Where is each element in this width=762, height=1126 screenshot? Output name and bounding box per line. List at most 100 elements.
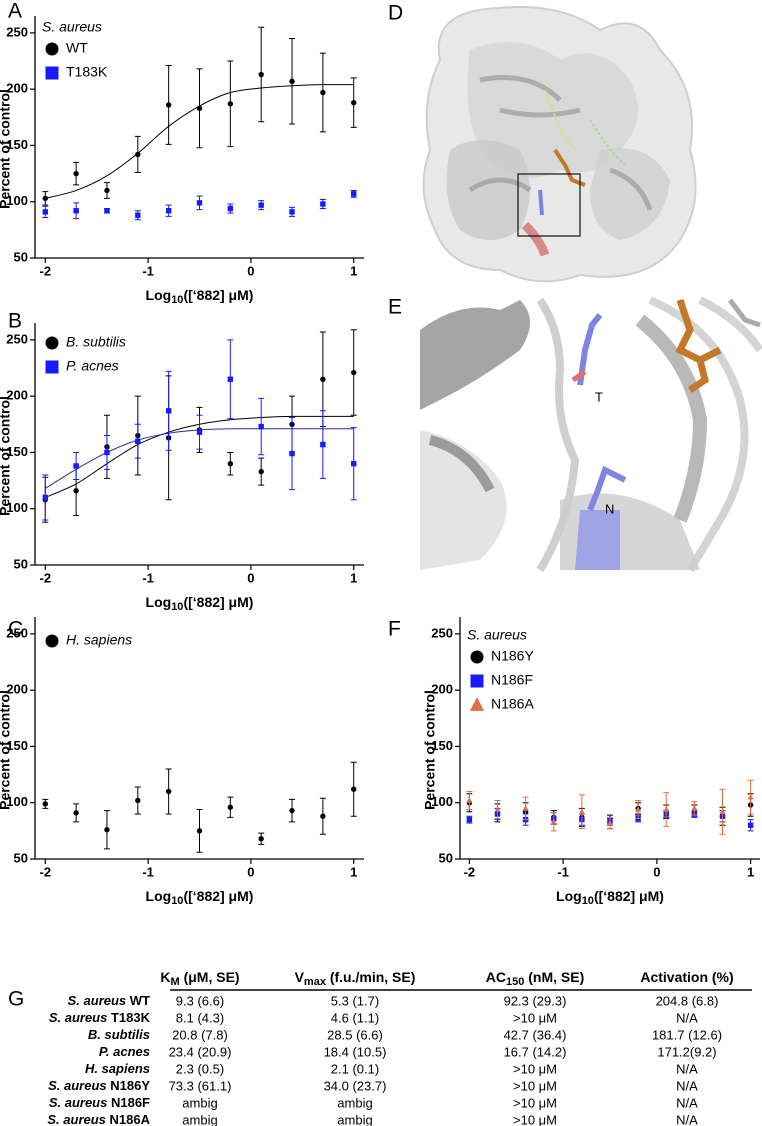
table-cell: N/A: [676, 1061, 698, 1076]
table-header-part: K: [160, 969, 170, 985]
panel-label: C: [8, 618, 23, 641]
legend-marker: [45, 66, 59, 80]
data-point: [196, 105, 203, 111]
x-axis-label: Log10([‘882] μM): [146, 594, 254, 613]
table-header-part: 150: [506, 976, 524, 988]
data-point: [747, 793, 754, 800]
data-point: [522, 805, 529, 811]
table-header-part: (nM, SE): [524, 969, 584, 985]
table-header-part: (f.u./min, SE): [326, 969, 415, 985]
x-tick-label: -2: [40, 263, 52, 278]
x-axis-label-part: ([‘882] μM): [594, 888, 664, 904]
y-tick-label: 250: [6, 625, 28, 640]
data-point: [258, 71, 264, 78]
data-point: [196, 429, 203, 435]
table-cell: 16.7 (14.2): [504, 1044, 567, 1059]
data-point: [578, 808, 585, 815]
y-axis-label: Percent of control: [422, 690, 438, 810]
data-point: [227, 205, 234, 212]
legend-title: S. aureus: [467, 627, 527, 643]
table-header-part: Activation (%): [640, 969, 733, 985]
legend-label: WT: [66, 40, 88, 56]
table-cell: 171.2(9.2): [657, 1044, 716, 1059]
table-cell: >10 μM: [513, 1061, 557, 1076]
table-header: Activation (%): [640, 969, 733, 985]
x-axis-label: Log10([‘882] μM): [556, 888, 664, 907]
data-point: [196, 828, 203, 834]
legend-marker: [45, 42, 59, 56]
table-cell: 20.8 (7.8): [172, 1027, 228, 1042]
legend-label: N186A: [491, 696, 534, 712]
row-label-part: P. acnes: [99, 1044, 150, 1059]
row-label: S. aureus N186F: [49, 1095, 150, 1110]
panel-label: F: [388, 618, 401, 641]
legend-marker: [45, 336, 59, 350]
y-tick-label: 50: [14, 850, 28, 865]
data-point: [320, 441, 326, 448]
table-cell: 23.4 (20.9): [169, 1044, 232, 1059]
y-tick-label: 100: [6, 193, 28, 208]
table-cell: 18.4 (10.5): [324, 1044, 387, 1059]
x-tick-label: 1: [350, 864, 357, 879]
row-label-part: S. aureus: [47, 1112, 106, 1126]
y-tick-label: 200: [6, 682, 28, 697]
x-tick-label: -1: [142, 570, 154, 585]
data-point: [320, 89, 326, 96]
x-axis-label-part: ([‘882] μM): [183, 287, 253, 303]
data-point: [104, 449, 110, 456]
y-axis-label: Percent of control: [0, 690, 13, 810]
data-point: [719, 808, 726, 815]
data-point: [73, 170, 79, 177]
table-cell: 204.8 (6.8): [656, 993, 719, 1008]
data-point: [165, 408, 172, 414]
data-point: [73, 810, 79, 816]
table-cell: 42.7 (36.4): [504, 1027, 567, 1042]
data-point: [135, 212, 141, 218]
legend-marker: [470, 650, 484, 664]
data-point: [289, 450, 295, 457]
data-point: [691, 805, 698, 811]
table-cell: 34.0 (23.7): [324, 1078, 387, 1093]
panel-label: D: [388, 2, 403, 25]
legend-marker: [469, 697, 485, 711]
data-point: [135, 797, 141, 804]
panel-label: A: [8, 0, 22, 23]
table-cell: N/A: [676, 1095, 698, 1110]
x-tick-label: 0: [247, 864, 254, 879]
table-cell: ambig: [337, 1112, 372, 1126]
data-point: [351, 191, 357, 197]
table-cell: 4.6 (1.1): [331, 1010, 379, 1025]
data-point: [494, 806, 501, 812]
table-header-part: V: [295, 969, 305, 985]
data-point: [165, 788, 172, 795]
y-tick-label: 150: [6, 444, 28, 459]
y-tick-label: 150: [431, 738, 453, 753]
data-point: [635, 806, 642, 812]
row-label-part: S. aureus: [49, 1010, 108, 1025]
table-cell: >10 μM: [513, 1010, 557, 1025]
legend-title: S. aureus: [42, 19, 102, 35]
table-cell: 2.3 (0.5): [176, 1061, 224, 1076]
row-label: B. subtilis: [88, 1027, 150, 1042]
row-label-part: WT: [126, 993, 150, 1008]
data-point: [104, 208, 110, 214]
data-point: [227, 804, 234, 810]
row-label-part: N186A: [106, 1112, 151, 1126]
panel-label: E: [388, 296, 402, 319]
table-cell: 9.3 (6.6): [176, 993, 224, 1008]
row-label-part: S. aureus: [68, 993, 127, 1008]
table-cell: >10 μM: [513, 1112, 557, 1126]
row-label-part: H. sapiens: [85, 1061, 150, 1076]
table-cell: 73.3 (61.1): [169, 1078, 232, 1093]
data-point: [351, 786, 357, 792]
data-point: [351, 460, 357, 467]
y-tick-label: 100: [6, 794, 28, 809]
data-point: [73, 463, 79, 469]
row-label-part: T183K: [107, 1010, 150, 1025]
data-point: [73, 488, 79, 494]
row-label: P. acnes: [99, 1044, 150, 1059]
y-tick-label: 100: [6, 500, 28, 515]
y-tick-label: 150: [6, 137, 28, 152]
row-label-part: N186F: [107, 1095, 150, 1110]
x-axis-label-part: Log: [556, 888, 582, 904]
